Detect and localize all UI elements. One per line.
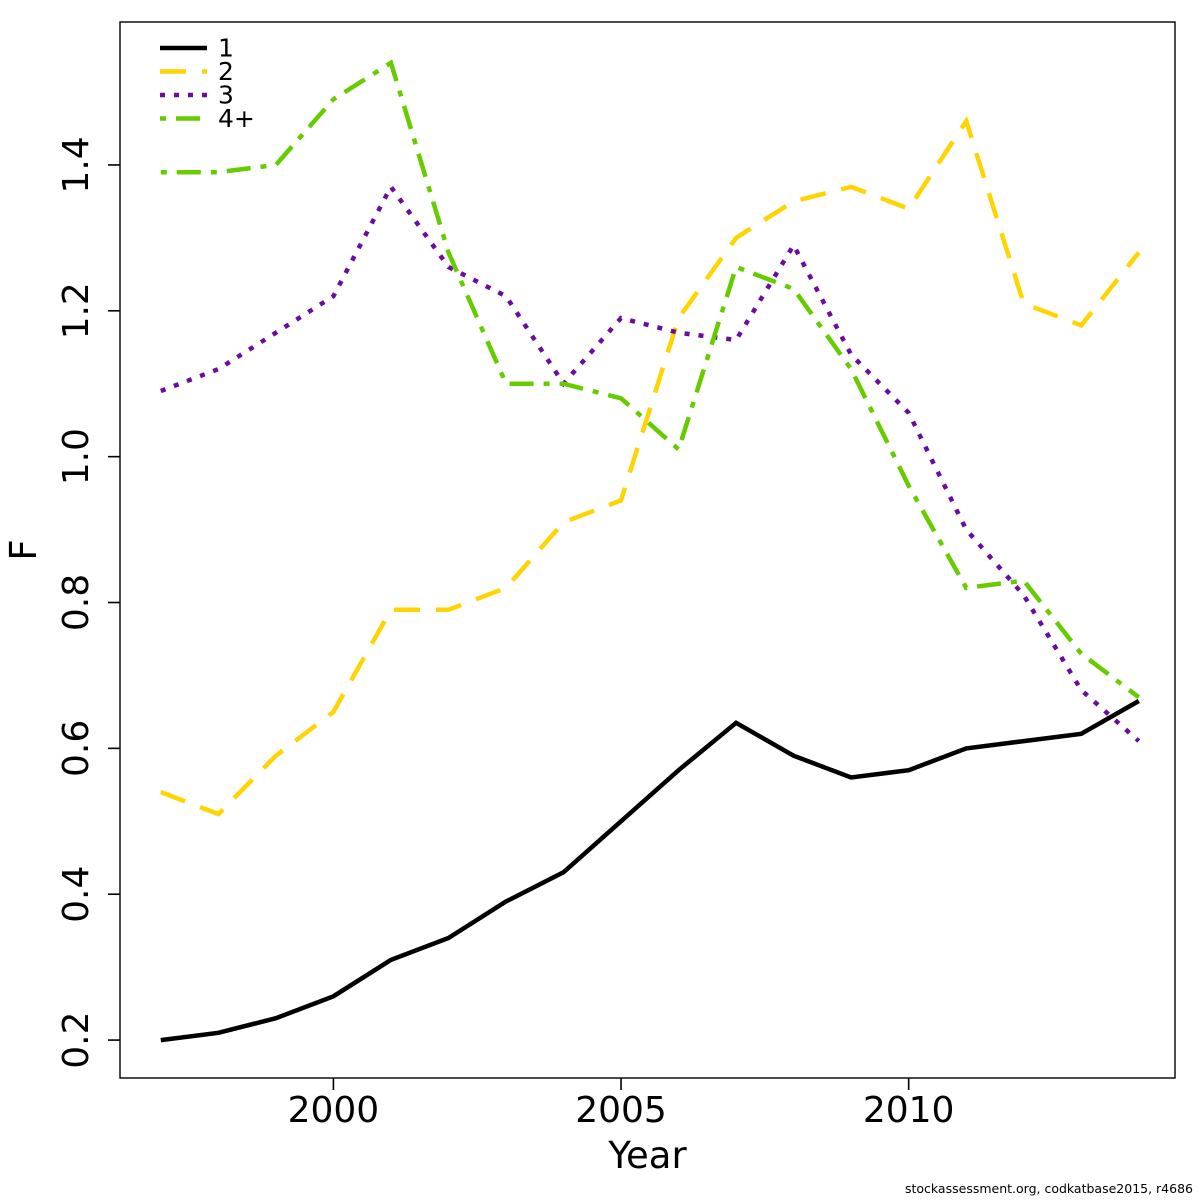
y-axis-title: F — [2, 539, 45, 560]
y-tick-label: 0.8 — [56, 574, 97, 631]
legend-label-1: 1 — [218, 34, 234, 63]
x-tick-label: 2005 — [575, 1090, 667, 1131]
y-tick-label: 0.2 — [56, 1011, 97, 1068]
plot-box — [119, 21, 1176, 1079]
x-axis: 2000 2005 2010 — [288, 1078, 955, 1131]
y-tick-label: 1.0 — [56, 428, 97, 485]
legend-label-4+: 4+ — [218, 104, 255, 133]
x-tick-label: 2000 — [288, 1090, 380, 1131]
y-axis: 0.2 0.4 0.6 0.8 1.0 1.2 1.4 — [56, 136, 120, 1069]
x-axis-title: Year — [607, 1134, 687, 1177]
series-line-3 — [160, 182, 1141, 743]
legend-label-2: 2 — [218, 57, 234, 86]
series-line-2 — [160, 116, 1141, 817]
attribution-text: stockassessment.org, codkatbase2015, r46… — [904, 1181, 1193, 1196]
y-tick-label: 0.6 — [56, 720, 97, 777]
y-tick-label: 0.4 — [56, 866, 97, 923]
series-line-4+ — [160, 59, 1141, 700]
y-tick-label: 1.4 — [56, 136, 97, 193]
x-tick-label: 2010 — [863, 1090, 955, 1131]
series-line-1 — [160, 699, 1140, 1043]
legend-label-3: 3 — [218, 81, 234, 110]
y-tick-label: 1.2 — [56, 282, 97, 339]
